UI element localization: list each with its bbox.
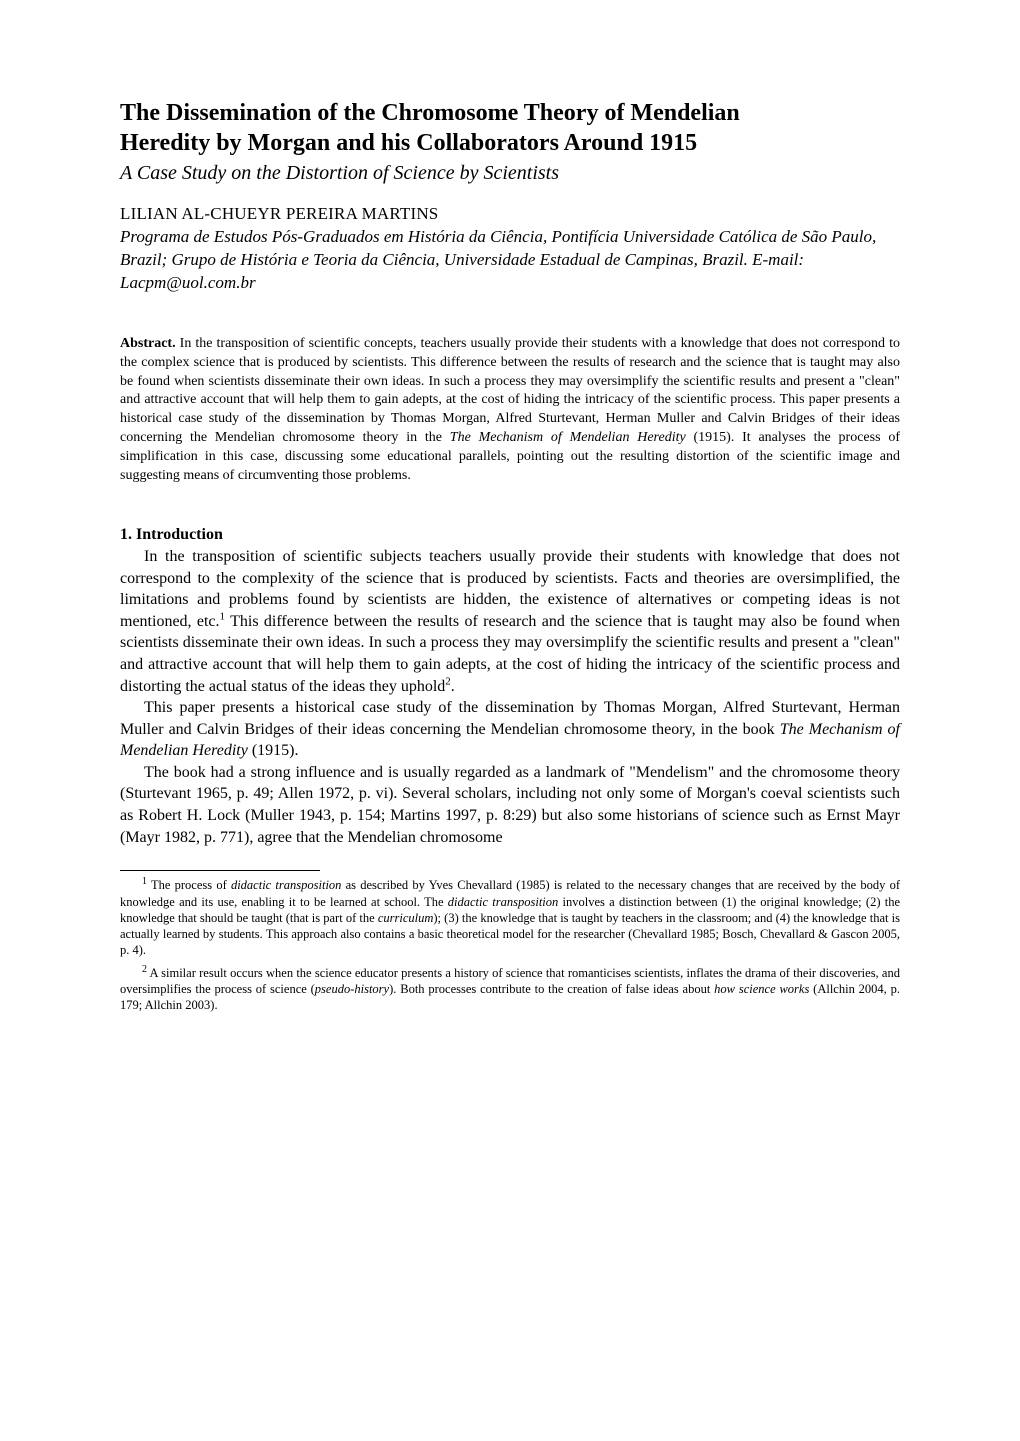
intro-paragraph-2: This paper presents a historical case st… [120,697,900,762]
para1-text-b: This difference between the results of r… [120,613,900,695]
footnote-1: 1 The process of didactic transposition … [120,877,900,958]
author-name: LILIAN AL-CHUEYR PEREIRA MARTINS [120,204,900,224]
para1-text-c: . [451,678,455,695]
intro-paragraph-3: The book had a strong influence and is u… [120,762,900,848]
footnote-2: 2 A similar result occurs when the scien… [120,965,900,1014]
section-1-heading: 1. Introduction [120,526,900,544]
footnote-1-ital-1: didactic transposition [231,878,341,892]
abstract-label: Abstract. [120,336,176,351]
abstract-paragraph: Abstract. In the transposition of scient… [120,335,900,486]
paper-title: The Dissemination of the Chromosome Theo… [120,98,900,158]
title-line-2: Heredity by Morgan and his Collaborators… [120,130,697,156]
intro-paragraph-1: In the transposition of scientific subje… [120,546,900,697]
para2-text-b: (1915). [248,742,299,759]
abstract-italic: The Mechanism of Mendelian Heredity [450,430,686,445]
footnote-1-ital-2: didactic transposition [448,895,559,909]
paper-subtitle: A Case Study on the Distortion of Scienc… [120,160,900,186]
page-container: The Dissemination of the Chromosome Theo… [0,0,1020,1073]
author-affiliation: Programa de Estudos Pós-Graduados em His… [120,226,900,295]
footnote-2-ital-1: pseudo-history [315,982,389,996]
footnote-1-text-a: The process of [147,878,231,892]
footnote-2-text-b: ). Both processes contribute to the crea… [389,982,714,996]
footnote-separator [120,870,320,871]
footnote-2-ital-2: how science works [714,982,809,996]
abstract-text-1: In the transposition of scientific conce… [120,336,900,445]
footnote-1-ital-3: curriculum [378,911,434,925]
title-line-1: The Dissemination of the Chromosome Theo… [120,100,740,126]
